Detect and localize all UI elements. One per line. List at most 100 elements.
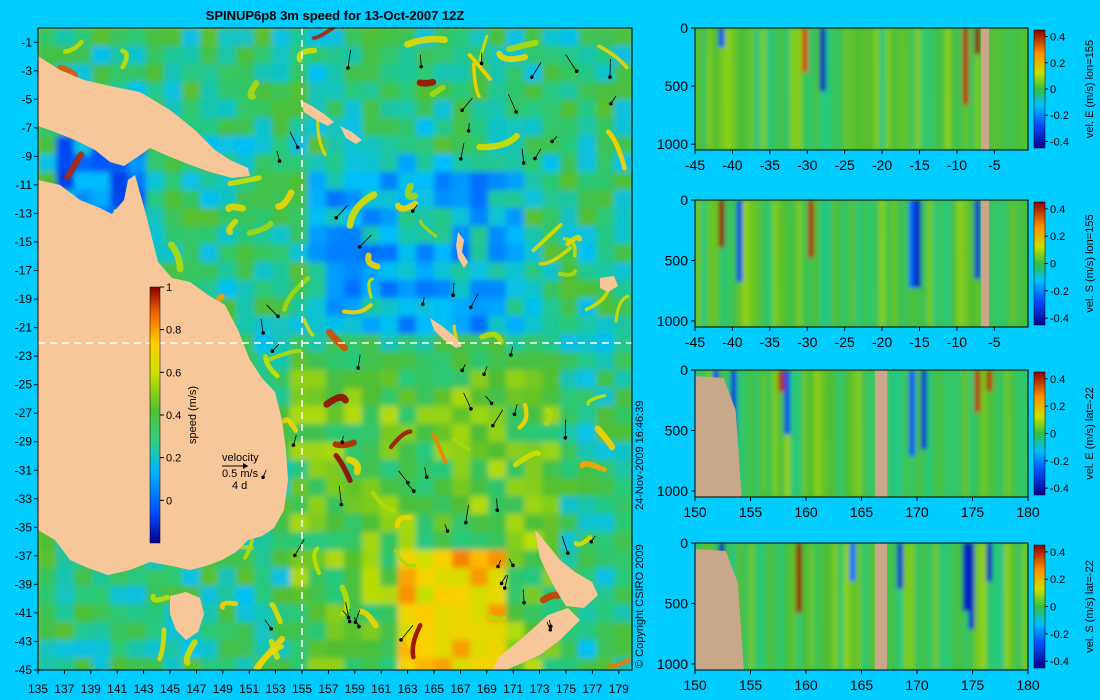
speed-cell [506,442,525,461]
speed-cell [560,190,579,209]
speed-cell [146,154,165,173]
speed-cell [560,370,579,389]
speed-cell [470,154,489,173]
speed-cell [182,100,201,119]
speed-cell [578,136,597,155]
section-1-column [926,28,934,150]
section-1-column [813,28,821,150]
speed-cell [362,298,381,317]
speed-cell [290,550,309,569]
speed-cell [92,640,111,659]
speed-cell [308,388,327,407]
speed-cell [218,640,237,659]
section-3-colorbar-tick-label: -0.2 [1050,456,1069,468]
section-4-column-core [790,543,798,613]
speed-cell [236,604,255,623]
speed-cell [542,424,561,443]
map-y-tick-label: -23 [15,349,33,363]
speed-cell [614,244,632,263]
speed-cell [506,262,525,281]
section-3-field [695,370,1028,497]
speed-cell [128,64,147,83]
speed-cell [290,352,309,371]
speed-cell [290,532,309,551]
section-2-column [748,200,756,327]
speed-streak [488,614,507,622]
section-2-column-core [938,200,946,227]
section-1-column-core [831,28,839,109]
section-4-y-tick-label: 500 [665,595,689,611]
speed-cell [326,352,345,371]
speed-cell [416,262,435,281]
speed-cell [524,604,543,623]
velocity-arrow [452,282,455,296]
speed-cell [488,28,507,47]
section-4-column-core [724,543,732,564]
section-3-column-core [920,370,928,450]
speed-streak [476,132,520,151]
map-y-tick-label: -15 [15,235,33,249]
map-x-tick-label: 149 [213,682,233,696]
speed-cell [434,478,453,497]
speed-cell [380,244,399,263]
section-4-colorbar-tick-label: -0.4 [1050,656,1069,668]
speed-cell [380,262,399,281]
speed-cell [344,478,363,497]
speed-cell [344,28,363,47]
speed-cell [326,370,345,389]
speed-cell [542,334,561,353]
speed-cell [452,118,471,137]
speed-cell [398,586,417,605]
velocity-legend-title: velocity [222,452,259,464]
speed-cell [524,208,543,227]
speed-cell [164,82,183,101]
speed-cell [560,82,579,101]
section-2-column-core [897,200,905,244]
speed-cell [506,334,525,353]
speed-cell [200,586,219,605]
australia-landmass [38,175,288,575]
speed-cell [524,370,543,389]
section-3-column-core [796,370,804,392]
speed-cell [362,406,381,425]
velocity-arrow-tail [261,331,265,335]
section-1-column [796,28,804,150]
section-2-column [867,200,875,327]
speed-cell [38,658,57,670]
speed-cell [38,622,57,641]
velocity-arrow [266,304,279,317]
timestamp-note: 24-Nov-2009 16:46:39 [634,401,646,510]
section-1-column-core [813,28,821,69]
section-3-x-tick-label: 175 [961,504,985,520]
speed-cell [434,298,453,317]
speed-cell [470,442,489,461]
speed-cell [542,658,561,670]
speed-cell [110,586,129,605]
speed-cell [614,190,632,209]
section-1-column [778,28,786,150]
section-1-column-core [724,28,732,108]
speed-cell [92,172,111,191]
speed-cell [614,550,632,569]
speed-cell [416,352,435,371]
section-2-column-core [920,200,928,274]
speed-cell [506,532,525,551]
speed-cell [290,208,309,227]
speed-cell [308,82,327,101]
section-1-column-core [903,28,911,84]
speed-cell [452,64,471,83]
speed-cell [398,82,417,101]
map-y-tick-label: -25 [15,378,33,392]
speed-cell [524,172,543,191]
speed-cell [560,514,579,533]
speed-cell [272,100,291,119]
section-1-y-tick-label: 0 [680,20,688,36]
speed-cell [416,118,435,137]
section-2-column-core [950,200,958,257]
speed-cell [596,352,615,371]
speed-cell [146,658,165,670]
section-2-column [784,200,792,327]
speed-cell [272,586,291,605]
section-2-column [944,200,952,327]
speed-cell [578,64,597,83]
